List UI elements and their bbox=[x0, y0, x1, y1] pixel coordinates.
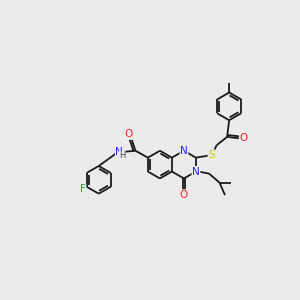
Text: N: N bbox=[180, 146, 188, 156]
Text: H: H bbox=[119, 152, 126, 160]
Text: N: N bbox=[192, 167, 200, 176]
Text: S: S bbox=[208, 150, 215, 160]
Text: O: O bbox=[180, 190, 188, 200]
Text: O: O bbox=[239, 133, 247, 143]
Text: O: O bbox=[125, 129, 133, 140]
Text: N: N bbox=[116, 147, 123, 157]
Text: F: F bbox=[80, 184, 86, 194]
